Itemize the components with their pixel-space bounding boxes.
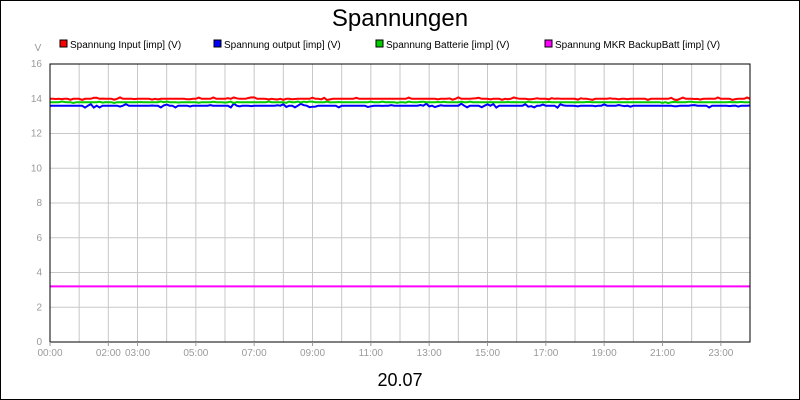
x-tick-label: 17:00 [533,348,558,359]
x-ticks: 00:00 02:00 03:00 05:00 07:00 09:00 11:00 13:00… [37,342,734,359]
y-tick-label: 4 [36,268,42,279]
y-tick-label: 16 [31,59,43,70]
legend: Spannung Input [imp] (V) Spannung output … [59,39,720,51]
x-tick-label: 00:00 [37,348,62,359]
x-tick-label: 15:00 [475,348,500,359]
x-tick-label: 19:00 [592,348,617,359]
y-tick-label: 14 [31,94,43,105]
x-tick-label: 09:00 [300,348,325,359]
date-label: 20.07 [377,370,422,390]
y-tick-label: 6 [36,233,42,244]
legend-swatch [544,39,553,48]
legend-swatch [59,39,68,48]
plot-area [49,63,751,343]
y-ticks: 0 2 4 6 8 10 12 14 16 [31,59,43,348]
y-tick-label: 2 [36,302,42,313]
legend-label: Spannung Batterie [imp] (V) [386,40,509,51]
x-tick-label: 02:00 [96,348,121,359]
legend-label: Spannung output [imp] (V) [224,40,341,51]
series-line-0 [50,96,751,102]
x-tick-label: 13:00 [417,348,442,359]
x-tick-label: 05:00 [183,348,208,359]
chart-title: Spannungen [332,5,468,32]
series-line-2 [50,100,750,105]
y-tick-label: 12 [31,129,43,140]
legend-label: Spannung Input [imp] (V) [70,40,181,51]
x-tick-label: 07:00 [242,348,267,359]
x-tick-label: 23:00 [708,348,733,359]
series-layer [50,96,751,288]
x-tick-label: 11:00 [359,348,384,359]
series-line-1 [50,102,751,110]
x-tick-label: 21:00 [650,348,675,359]
y-tick-label: 10 [31,163,43,174]
x-tick-label: 03:00 [125,348,150,359]
y-axis-label: V [35,43,42,54]
y-tick-label: 0 [36,337,42,348]
legend-swatch [375,39,384,48]
legend-label: Spannung MKR BackupBatt [imp] (V) [555,40,720,51]
y-tick-label: 8 [36,198,42,209]
legend-swatch [213,39,222,48]
